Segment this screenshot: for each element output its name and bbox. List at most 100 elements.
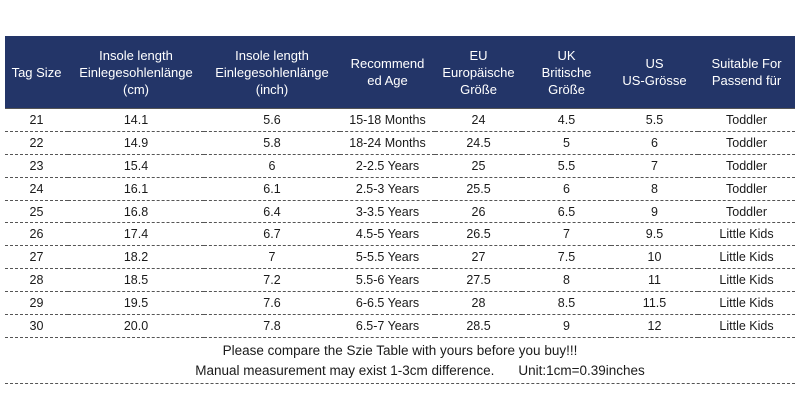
table-cell: Little Kids: [698, 314, 795, 338]
column-header-line: Größe: [460, 81, 497, 97]
table-cell: 11: [611, 268, 698, 293]
table-cell: 20.0: [68, 314, 204, 338]
table-cell: 17.4: [68, 222, 204, 247]
table-cell: 5.5: [522, 154, 611, 178]
table-cell: Toddler: [698, 154, 795, 178]
table-cell: 26.5: [435, 222, 522, 247]
table-cell: 4.5-5 Years: [340, 222, 435, 247]
column-header-line: (cm): [123, 81, 149, 97]
table-cell: 6: [611, 131, 698, 155]
table-cell: 7.6: [204, 291, 340, 316]
column-header: UK Britische Größe: [522, 36, 611, 109]
table-cell: 18.5: [68, 268, 204, 293]
column-header: EU Europäische Größe: [435, 36, 522, 109]
column-header: US US-Grösse: [611, 36, 698, 109]
table-cell: 8: [611, 177, 698, 201]
table-cell: Toddler: [698, 177, 795, 201]
table-cell: 27: [5, 245, 68, 270]
table-row: 23 15.4 6 2-2.5 Years 25 5.5 7 Toddler: [5, 154, 795, 178]
column-header-line: Größe: [548, 81, 585, 97]
size-chart: Tag Size Insole length Einlegesohlenlänge(…: [5, 36, 795, 384]
table-cell: 25: [5, 200, 68, 224]
column-header-line: (inch): [255, 81, 289, 97]
table-cell: 8: [522, 268, 611, 293]
column-header-line: ed Age: [367, 73, 408, 88]
table-cell: 7: [204, 245, 340, 270]
table-cell: 24: [5, 177, 68, 201]
table-cell: Little Kids: [698, 291, 795, 316]
table-cell: 29: [5, 291, 68, 316]
table-cell: 5.5-6 Years: [340, 268, 435, 293]
table-cell: 18.2: [68, 245, 204, 270]
table-cell: 6: [522, 177, 611, 201]
table-cell: Little Kids: [698, 245, 795, 270]
table-cell: 7.5: [522, 245, 611, 270]
table-cell: 12: [611, 314, 698, 338]
column-header: Insole length Einlegesohlenlänge (inch): [204, 36, 340, 109]
note-compare: Please compare the Szie Table with yours…: [222, 342, 578, 358]
table-cell: 7.8: [204, 314, 340, 338]
column-header-line: Einlegesohlenlänge: [215, 64, 329, 80]
table-cell: Toddler: [698, 200, 795, 224]
table-row: 29 19.5 7.6 6-6.5 Years 28 8.5 11.5 Little Kids: [5, 291, 795, 316]
table-cell: 16.8: [68, 200, 204, 224]
table-cell: 21: [5, 108, 68, 132]
size-table: Tag Size Insole length Einlegesohlenlänge(…: [5, 36, 795, 338]
table-cell: 23: [5, 154, 68, 178]
table-cell: 14.9: [68, 131, 204, 155]
table-cell: 24: [435, 108, 522, 132]
table-cell: Toddler: [698, 131, 795, 155]
table-cell: 5.6: [204, 108, 340, 132]
column-header: Suitable For Passend für: [698, 36, 795, 109]
size-note: Please compare the Szie Table with yours…: [5, 338, 795, 384]
table-cell: 5: [522, 131, 611, 155]
table-row: 27 18.2 7 5-5.5 Years 27 7.5 10 Little Kids: [5, 245, 795, 270]
column-header-line: US: [645, 56, 664, 71]
table-cell: 4.5: [522, 108, 611, 132]
table-cell: 9: [522, 314, 611, 338]
column-header-line: UK: [557, 47, 576, 63]
table-cell: 3-3.5 Years: [340, 200, 435, 224]
column-header-line: Insole length: [235, 47, 309, 63]
note-measurement: Manual measurement may exist 1-3cm diffe…: [5, 361, 795, 381]
table-cell: 11.5: [611, 291, 698, 316]
table-cell: 6: [204, 154, 340, 178]
table-row: 22 14.9 5.8 18-24 Months 24.5 5 6 Toddler: [5, 131, 795, 155]
table-cell: 5.5: [611, 108, 698, 132]
column-header-line: Suitable For: [711, 56, 782, 71]
table-cell: 9.5: [611, 222, 698, 247]
note-difference: Manual measurement may exist 1-3cm diffe…: [195, 362, 495, 378]
table-cell: 19.5: [68, 291, 204, 316]
table-cell: 22: [5, 131, 68, 155]
column-header-line: Britische: [541, 64, 592, 80]
table-cell: 15-18 Months: [340, 108, 435, 132]
table-cell: Little Kids: [698, 268, 795, 293]
table-body: 21 14.1 5.6 15-18 Months 24 4.5 5.5 Toddler 22 14…: [5, 108, 795, 338]
column-header-line: Einlegesohlenlänge: [79, 64, 193, 80]
table-cell: 15.4: [68, 154, 204, 178]
table-header-row: Tag Size Insole length Einlegesohlenlänge(…: [5, 36, 795, 109]
table-cell: 28: [5, 268, 68, 293]
table-cell: 27: [435, 245, 522, 270]
table-cell: 5.8: [204, 131, 340, 155]
column-header: Recommend ed Age: [340, 36, 435, 109]
table-cell: 26: [5, 222, 68, 247]
column-header-line: US-Grösse: [622, 73, 687, 88]
table-cell: 5-5.5 Years: [340, 245, 435, 270]
table-cell: Toddler: [698, 108, 795, 132]
table-row: 24 16.1 6.1 2.5-3 Years 25.5 6 8 Toddler: [5, 177, 795, 201]
column-header: Tag Size: [5, 36, 68, 109]
table-cell: 25.5: [435, 177, 522, 201]
table-cell: 24.5: [435, 131, 522, 155]
column-header: Insole length Einlegesohlenlänge (cm): [68, 36, 204, 109]
table-cell: 6.7: [204, 222, 340, 247]
column-header-line: Europäische: [442, 64, 515, 80]
table-cell: 18-24 Months: [340, 131, 435, 155]
table-row: 30 20.0 7.8 6.5-7 Years 28.5 9 12 Little Kids: [5, 314, 795, 338]
table-cell: 6.5-7 Years: [340, 314, 435, 338]
table-cell: 9: [611, 200, 698, 224]
table-cell: 6.4: [204, 200, 340, 224]
table-cell: 26: [435, 200, 522, 224]
table-cell: 30: [5, 314, 68, 338]
table-cell: 14.1: [68, 108, 204, 132]
